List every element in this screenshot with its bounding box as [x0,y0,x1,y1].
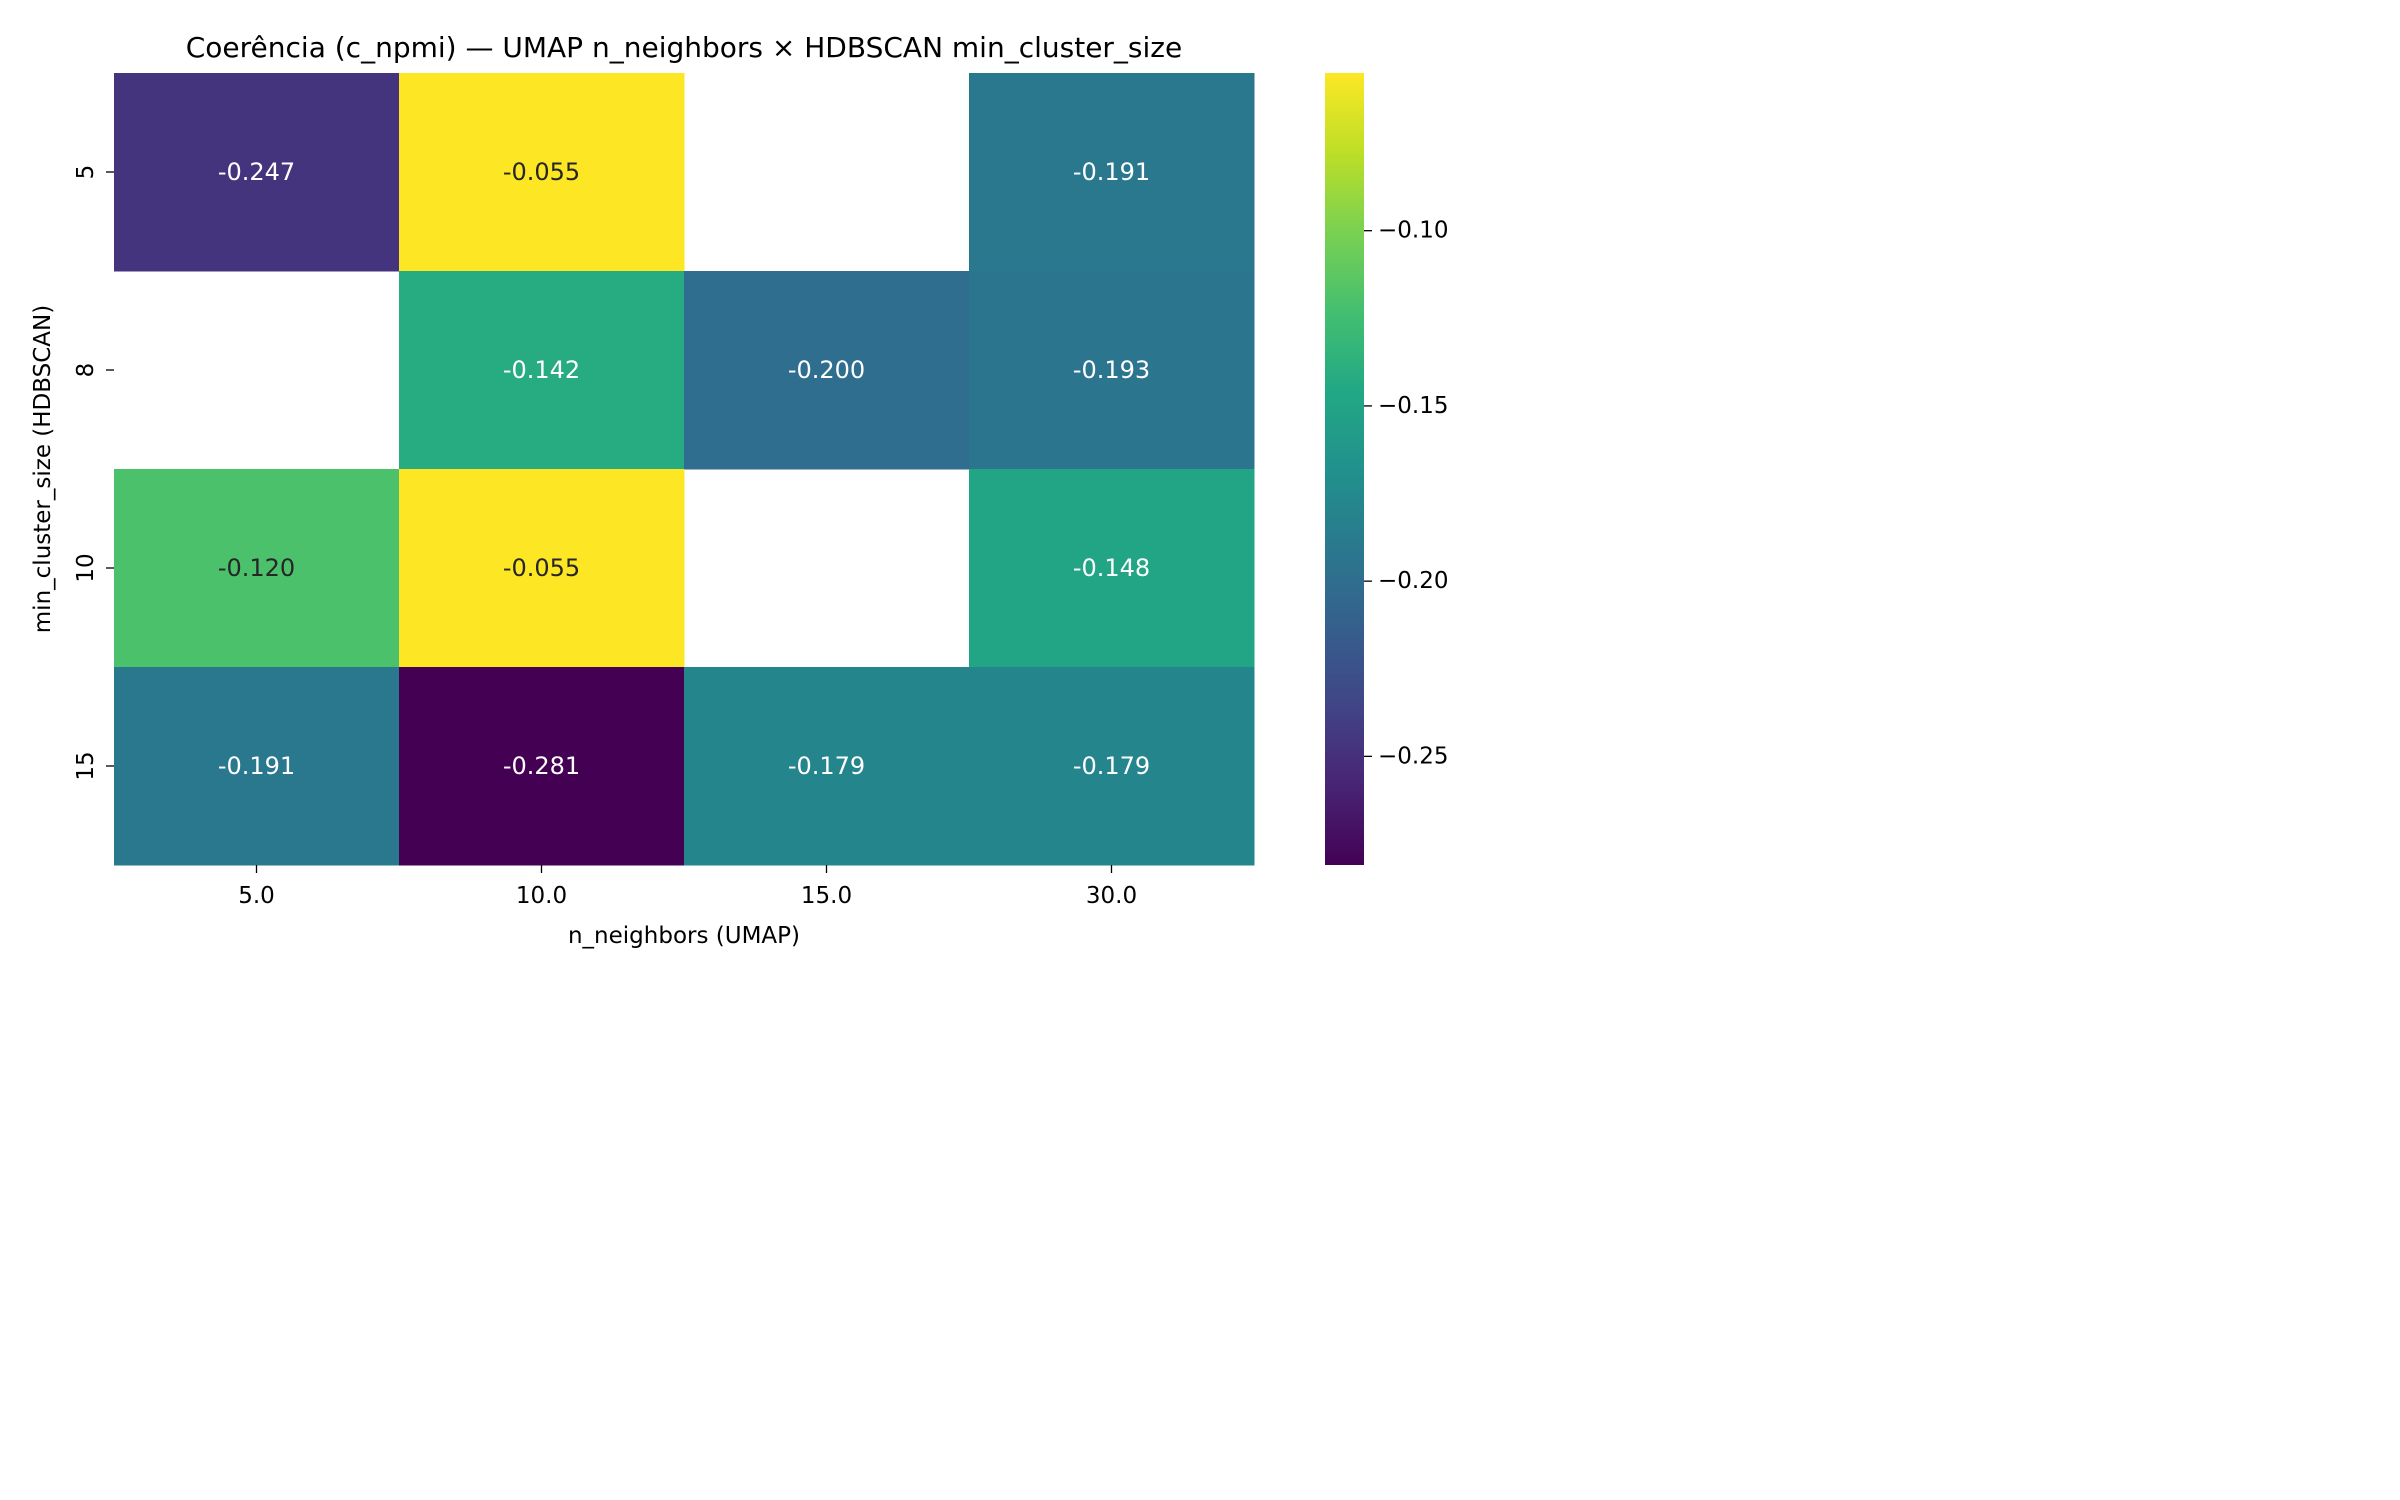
cell-value-label: -0.179 [1073,752,1150,780]
cell-value-label: -0.120 [218,554,295,582]
colorbar-tick-label: −0.20 [1378,568,1448,594]
cell-value-label: -0.281 [503,752,580,780]
x-axis-label: n_neighbors (UMAP) [568,923,800,949]
heatmap-cell [969,271,1255,470]
cell-value-label: -0.247 [218,158,295,186]
colorbar-tick-label: −0.25 [1378,743,1448,769]
y-tick-label: 15 [73,751,99,780]
x-tick-label: 30.0 [1086,883,1137,909]
y-axis-label: min_cluster_size (HDBSCAN) [30,305,56,633]
colorbar-ticks: −0.10 −0.15 −0.20 −0.25 [1364,218,1448,769]
x-tick-label: 15.0 [801,883,852,909]
heatmap-cell [399,469,685,668]
colorbar-tick-label: −0.10 [1378,218,1448,244]
cell-value-label: -0.142 [503,356,580,384]
heatmap-cell [399,271,685,470]
x-axis-ticks: 5.0 10.0 15.0 30.0 [238,865,1137,909]
heatmap-cell [114,667,400,866]
y-axis-ticks: 5 8 10 15 [73,165,114,781]
heatmap-cell [114,469,400,668]
x-tick-label: 5.0 [238,883,275,909]
heatmap-chart: Coerência (c_npmi) — UMAP n_neighbors × … [30,31,1448,949]
y-tick-label: 5 [73,165,99,180]
cell-value-label: -0.055 [503,554,580,582]
heatmap-cell [684,271,970,470]
chart-title: Coerência (c_npmi) — UMAP n_neighbors × … [186,31,1182,64]
cell-value-label: -0.193 [1073,356,1150,384]
x-tick-label: 10.0 [516,883,567,909]
cell-value-label: -0.148 [1073,554,1150,582]
y-tick-label: 8 [73,363,99,378]
cell-value-label: -0.055 [503,158,580,186]
heatmap-cell [399,667,685,866]
heatmap-cell [399,73,685,272]
y-tick-label: 10 [73,553,99,582]
heatmap-cells [114,73,1255,866]
colorbar-tick-label: −0.15 [1378,393,1448,419]
heatmap-cell [114,73,400,272]
cell-value-label: -0.191 [218,752,295,780]
cell-value-label: -0.200 [788,356,865,384]
heatmap-cell [969,73,1255,272]
cell-value-label: -0.191 [1073,158,1150,186]
heatmap-cell [969,469,1255,668]
heatmap-cell-labels: -0.247 -0.055 -0.191 -0.142 -0.200 -0.193 -0.1… [218,158,1150,780]
heatmap-cell [684,667,970,866]
heatmap-cell [969,667,1255,866]
colorbar [1325,73,1364,865]
cell-value-label: -0.179 [788,752,865,780]
